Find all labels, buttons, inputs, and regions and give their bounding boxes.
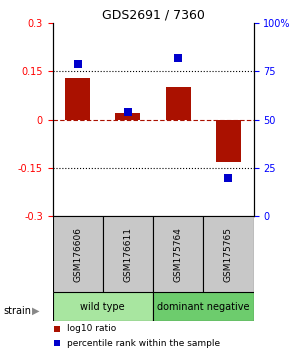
Text: percentile rank within the sample: percentile rank within the sample xyxy=(67,339,220,348)
Title: GDS2691 / 7360: GDS2691 / 7360 xyxy=(102,9,204,22)
Bar xyxy=(65,78,90,120)
Text: strain: strain xyxy=(3,306,31,316)
Point xyxy=(226,175,231,181)
Bar xyxy=(216,120,241,162)
Point xyxy=(54,326,59,332)
Bar xyxy=(52,292,153,321)
Text: GSM175764: GSM175764 xyxy=(174,227,183,282)
Bar xyxy=(153,216,203,292)
Point xyxy=(54,341,59,346)
Bar xyxy=(203,216,254,292)
Text: dominant negative: dominant negative xyxy=(157,302,250,312)
Bar xyxy=(166,87,191,120)
Text: GSM176611: GSM176611 xyxy=(123,227,132,282)
Bar xyxy=(153,292,254,321)
Bar xyxy=(115,113,140,120)
Point xyxy=(176,55,181,61)
Text: GSM176606: GSM176606 xyxy=(73,227,82,282)
Bar xyxy=(52,216,103,292)
Text: log10 ratio: log10 ratio xyxy=(67,324,116,333)
Point xyxy=(75,61,80,67)
Bar xyxy=(103,216,153,292)
Text: wild type: wild type xyxy=(80,302,125,312)
Point xyxy=(125,109,130,115)
Text: GSM175765: GSM175765 xyxy=(224,227,233,282)
Text: ▶: ▶ xyxy=(32,306,39,316)
